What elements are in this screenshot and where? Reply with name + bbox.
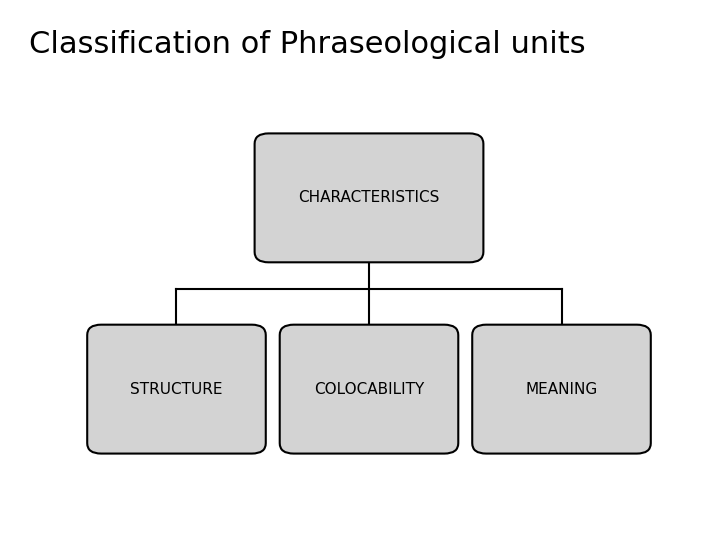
Text: STRUCTURE: STRUCTURE xyxy=(130,382,222,396)
FancyBboxPatch shape xyxy=(472,325,651,454)
FancyBboxPatch shape xyxy=(255,133,483,262)
Text: Classification of Phraseological units: Classification of Phraseological units xyxy=(29,30,585,59)
FancyBboxPatch shape xyxy=(87,325,266,454)
Text: MEANING: MEANING xyxy=(526,382,598,396)
Text: COLOCABILITY: COLOCABILITY xyxy=(314,382,424,396)
Text: CHARACTERISTICS: CHARACTERISTICS xyxy=(298,191,440,205)
FancyBboxPatch shape xyxy=(279,325,458,454)
